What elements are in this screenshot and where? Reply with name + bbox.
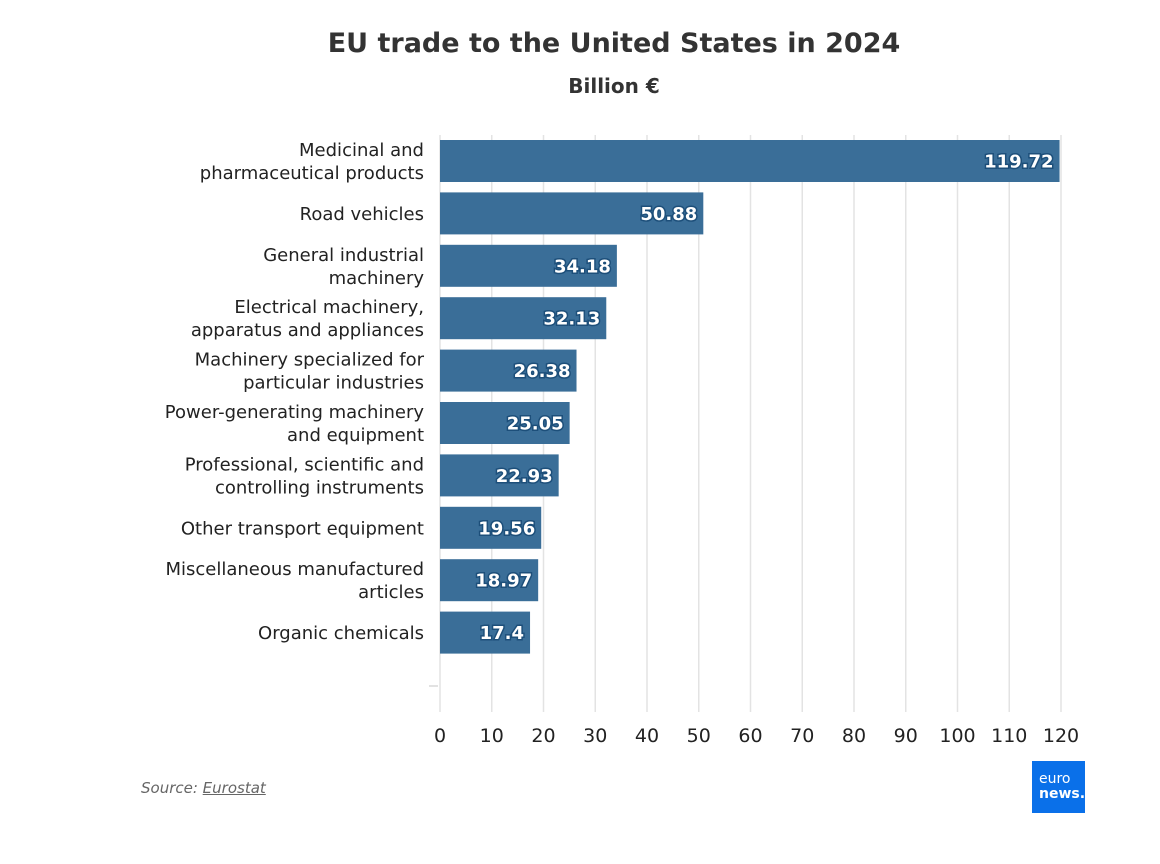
bars: 119.72 50.88 34.18 32.13 26.38 25.05 22.93 19.5… — [440, 140, 1060, 654]
category-label-line: Medicinal and — [299, 140, 424, 161]
category-label-line: Road vehicles — [300, 204, 424, 225]
category-label-line: Organic chemicals — [258, 623, 424, 644]
x-tick-label: 40 — [635, 725, 659, 747]
category-label-line: machinery — [329, 268, 425, 289]
chart-title: EU trade to the United States in 2024 — [328, 28, 901, 59]
data-label: 32.13 — [543, 309, 600, 330]
bar — [440, 559, 539, 602]
data-label: 25.05 — [507, 414, 564, 435]
logo-line1: euro — [1039, 771, 1071, 787]
data-label: 18.97 — [475, 571, 532, 592]
category-label-line: articles — [358, 582, 424, 603]
category-label-line: Professional, scientific and — [185, 454, 424, 475]
category-label-line: Machinery specialized for — [195, 350, 425, 371]
source-prefix: Source: — [141, 779, 203, 797]
category-label-line: controlling instruments — [215, 477, 424, 498]
category-label: Power-generating machinery and equipment — [165, 402, 425, 446]
data-label: 119.72 — [984, 152, 1053, 173]
data-label: 22.93 — [496, 466, 553, 487]
category-label-line: Electrical machinery, — [234, 297, 424, 318]
category-labels: Medicinal and pharmaceutical products Road… — [165, 140, 425, 644]
category-label: Medicinal and pharmaceutical products — [200, 140, 424, 184]
category-label-line: apparatus and appliances — [191, 320, 424, 341]
bar — [440, 244, 617, 287]
euronews-logo: euro news. — [1032, 761, 1085, 813]
x-tick-label: 10 — [480, 725, 504, 747]
source-note: Source: Eurostat — [141, 779, 266, 797]
category-label-line: particular industries — [243, 373, 424, 394]
x-tick-label: 50 — [687, 725, 711, 747]
x-tick-label: 90 — [894, 725, 918, 747]
category-label-line: Power-generating machinery — [165, 402, 425, 423]
bar — [440, 454, 559, 497]
category-label-line: General industrial — [263, 245, 424, 266]
x-tick-label: 30 — [583, 725, 607, 747]
category-label: General industrial machinery — [263, 245, 424, 289]
category-label-line: and equipment — [287, 425, 424, 446]
category-label: Organic chemicals — [258, 623, 424, 644]
category-label: Miscellaneous manufactured articles — [165, 559, 424, 603]
x-tick-label: 110 — [991, 725, 1027, 747]
x-axis-ticks: 0 10 20 30 40 50 60 70 80 90 100 110 120 — [434, 725, 1079, 747]
category-label: Road vehicles — [300, 204, 424, 225]
x-tick-label: 20 — [531, 725, 555, 747]
chart-subtitle: Billion € — [568, 74, 660, 98]
bar — [440, 402, 570, 444]
category-label: Machinery specialized for particular indu… — [195, 350, 425, 394]
x-tick-label: 0 — [434, 725, 446, 747]
category-label: Electrical machinery, apparatus and appli… — [191, 297, 424, 341]
data-label: 19.56 — [478, 518, 535, 539]
category-label: Other transport equipment — [181, 518, 424, 539]
x-tick-label: 70 — [790, 725, 814, 747]
bar — [440, 349, 577, 392]
data-label: 26.38 — [514, 361, 571, 382]
logo-line2: news. — [1039, 786, 1086, 802]
x-tick-label: 60 — [738, 725, 762, 747]
x-tick-label: 80 — [842, 725, 866, 747]
data-label: 17.4 — [480, 623, 524, 644]
category-label-line: pharmaceutical products — [200, 163, 424, 184]
x-tick-label: 100 — [939, 725, 975, 747]
x-tick-label: 120 — [1043, 725, 1079, 747]
bar — [440, 611, 531, 654]
bar — [440, 506, 542, 549]
category-label: Professional, scientific and controlling … — [185, 454, 424, 498]
category-label-line: Miscellaneous manufactured — [165, 559, 424, 580]
bar — [440, 192, 704, 235]
data-label: 34.18 — [554, 256, 611, 277]
data-label: 50.88 — [640, 204, 697, 225]
bar — [440, 140, 1060, 182]
source-link[interactable]: Eurostat — [202, 779, 266, 797]
bar — [440, 297, 607, 340]
category-label-line: Other transport equipment — [181, 518, 424, 539]
